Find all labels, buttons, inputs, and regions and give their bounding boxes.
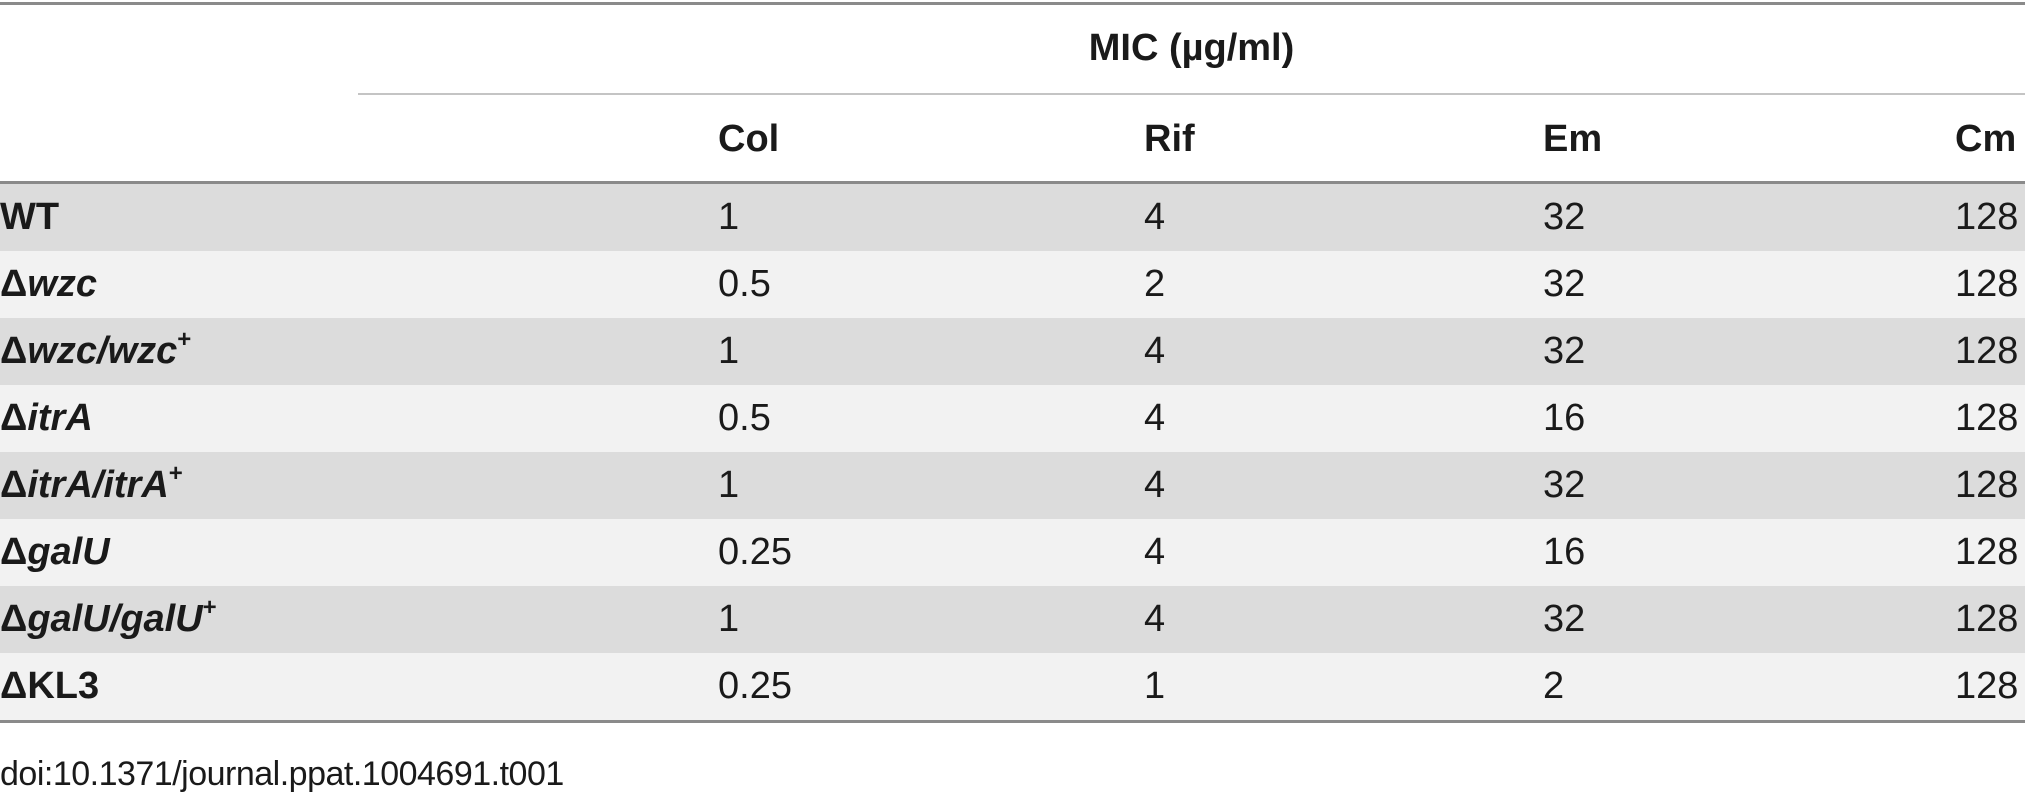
strain-cell: ΔitrA/itrA+	[0, 452, 183, 519]
mic-value-cell: 4	[1144, 598, 1166, 640]
column-header-cm: Cm	[1955, 118, 2017, 160]
bottom-rule	[0, 720, 2025, 723]
mic-value-cell: 128	[1955, 397, 2019, 439]
mic-value-cell: 1	[718, 196, 740, 238]
strain-gene: wzc	[27, 263, 98, 305]
mic-value-cell: 0.5	[718, 397, 771, 439]
mic-value-cell: 128	[1955, 598, 2019, 640]
table-row: Δwzc/wzc+ 1 4 32 128	[0, 318, 2025, 385]
mic-value-cell: 0.25	[718, 665, 792, 707]
table-body: WT 1 4 32 128 Δwzc 0.5 2 32 128 Δwzc/wzc+ 1 4 32 128 Δi…	[0, 184, 2025, 720]
mic-value-cell: 128	[1955, 665, 2019, 707]
strain-gene2: galU	[120, 598, 203, 640]
strain-cell: Δwzc	[0, 251, 97, 318]
strain-gene: wzc	[27, 330, 98, 372]
mic-value-cell: 2	[1144, 263, 1166, 305]
mic-value-cell: 4	[1144, 196, 1166, 238]
strain-cell: Δwzc/wzc+	[0, 318, 191, 385]
mic-value-cell: 4	[1144, 330, 1166, 372]
strain-cell: ΔgalU/galU+	[0, 586, 217, 653]
table-row: ΔgalU 0.25 4 16 128	[0, 519, 2025, 586]
header-rule	[0, 181, 2025, 184]
doi-caption: doi:10.1371/journal.ppat.1004691.t001	[0, 755, 564, 793]
strain-plain: WT	[0, 196, 60, 238]
strain-gene: itrA	[27, 397, 93, 439]
mic-value-cell: 0.25	[718, 531, 792, 573]
strain-cell: ΔitrA	[0, 385, 93, 452]
table-row: ΔitrA 0.5 4 16 128	[0, 385, 2025, 452]
strain-sup: +	[202, 594, 217, 622]
mic-value-cell: 32	[1543, 464, 1586, 506]
mic-value-cell: 128	[1955, 330, 2019, 372]
column-header-em: Em	[1543, 118, 1603, 160]
strain-prefix: Δ	[0, 330, 28, 372]
mic-value-cell: 16	[1543, 397, 1586, 439]
strain-gene: itrA	[27, 464, 93, 506]
table-row: WT 1 4 32 128	[0, 184, 2025, 251]
table-row: ΔitrA/itrA+ 1 4 32 128	[0, 452, 2025, 519]
strain-sep: /	[97, 330, 108, 372]
strain-gene: galU	[27, 598, 110, 640]
mic-value-cell: 4	[1144, 397, 1166, 439]
mic-value-cell: 32	[1543, 196, 1586, 238]
strain-prefix: Δ	[0, 531, 28, 573]
mic-value-cell: 32	[1543, 598, 1586, 640]
column-header-rif: Rif	[1144, 118, 1195, 160]
mic-value-cell: 128	[1955, 196, 2019, 238]
mic-value-cell: 1	[1144, 665, 1166, 707]
mic-value-cell: 16	[1543, 531, 1586, 573]
mic-value-cell: 1	[718, 598, 740, 640]
strain-prefix: Δ	[0, 665, 28, 707]
strain-cell: ΔKL3	[0, 653, 99, 720]
table-row: ΔKL3 0.25 1 2 128	[0, 653, 2025, 720]
table-row: ΔgalU/galU+ 1 4 32 128	[0, 586, 2025, 653]
strain-gene2: itrA	[103, 464, 169, 506]
mic-value-cell: 128	[1955, 263, 2019, 305]
strain-prefix: Δ	[0, 464, 28, 506]
strain-cell: ΔgalU	[0, 519, 110, 586]
mic-value-cell: 0.5	[718, 263, 771, 305]
strain-prefix: Δ	[0, 397, 28, 439]
column-header-col: Col	[718, 118, 780, 160]
mic-value-cell: 4	[1144, 531, 1166, 573]
mic-value-cell: 1	[718, 330, 740, 372]
strain-plain: KL3	[27, 665, 100, 707]
strain-sup: +	[168, 460, 183, 488]
strain-sep: /	[92, 464, 104, 506]
table-row: Δwzc 0.5 2 32 128	[0, 251, 2025, 318]
mic-value-cell: 32	[1543, 263, 1586, 305]
strain-prefix: Δ	[0, 263, 28, 305]
strain-sup: +	[177, 326, 192, 354]
group-header: MIC (µg/ml)	[1088, 27, 1295, 69]
mic-value-cell: 1	[718, 464, 740, 506]
strain-gene: galU	[27, 531, 110, 573]
mic-value-cell: 128	[1955, 531, 2019, 573]
mic-value-cell: 128	[1955, 464, 2019, 506]
top-rule	[0, 2, 2025, 5]
mic-value-cell: 4	[1144, 464, 1166, 506]
strain-sep: /	[109, 598, 121, 640]
mic-value-cell: 32	[1543, 330, 1586, 372]
strain-cell: WT	[0, 184, 59, 251]
mic-value-cell: 2	[1543, 665, 1565, 707]
strain-gene2: wzc	[107, 330, 178, 372]
group-header-rule	[358, 93, 2025, 95]
strain-prefix: Δ	[0, 598, 28, 640]
